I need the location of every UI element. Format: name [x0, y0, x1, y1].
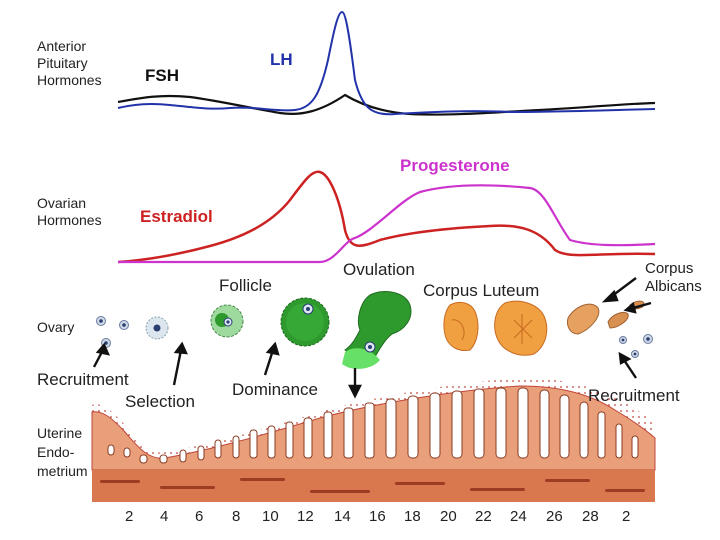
day-tick: 8 [232, 508, 241, 525]
lh-label: LH [270, 50, 293, 69]
uterine-label-line-2: Endo- [37, 444, 75, 460]
day-tick: 12 [297, 508, 314, 525]
recruitment-left-label: Recruitment [37, 370, 129, 389]
day-tick: 6 [195, 508, 204, 525]
progesterone-label: Progesterone [400, 156, 510, 175]
ovarian-hormones-label: Ovarian Hormones [37, 195, 102, 229]
fsh-curve [117, 93, 656, 116]
ovarian-label-line-2: Hormones [37, 212, 102, 228]
day-tick: 18 [404, 508, 421, 525]
day-tick: 22 [475, 508, 492, 525]
dominant-follicle [280, 297, 330, 347]
recruitment-follicles [96, 316, 129, 348]
day-tick: 10 [262, 508, 279, 525]
uterine-label-line-1: Uterine [37, 425, 83, 441]
uterine-endometrium-label: Uterine Endo- metrium [37, 424, 88, 481]
ovulating-follicle [342, 291, 412, 369]
follicle-label: Follicle [219, 276, 272, 295]
ovulation-label: Ovulation [343, 260, 415, 279]
pituitary-label-line-2: Pituitary [37, 55, 88, 71]
pituitary-label-line-1: Anterior [37, 38, 87, 54]
corpus-luteum-label: Corpus Luteum [423, 281, 540, 300]
corpus-albicans-line-2: Albicans [645, 278, 702, 295]
day-tick: 2 [622, 508, 631, 525]
corpus-albicans-line-1: Corpus [645, 260, 694, 277]
day-tick: 26 [546, 508, 563, 525]
ovary-follicles [96, 291, 653, 369]
estradiol-curve [117, 170, 656, 264]
endometrium-base-streaks [100, 478, 645, 493]
lh-curve [117, 10, 656, 116]
selection-label: Selection [125, 392, 195, 411]
day-tick: 16 [369, 508, 386, 525]
recruitment-follicles-right [619, 334, 653, 358]
growing-follicle [210, 304, 244, 338]
estradiol-label: Estradiol [140, 207, 213, 226]
dominance-label: Dominance [232, 380, 318, 399]
selection-follicle [145, 316, 169, 340]
day-tick: 2 [125, 508, 134, 525]
fsh-label: FSH [145, 66, 179, 85]
corpus-luteum-shapes [443, 300, 548, 356]
pointer-arrows [92, 277, 652, 399]
pituitary-hormone-curves [117, 10, 656, 116]
day-tick: 28 [582, 508, 599, 525]
day-tick: 20 [440, 508, 457, 525]
endometrium-glands [107, 387, 639, 464]
endometrium-illustration [91, 378, 656, 502]
corpus-albicans-label: Corpus Albicans [645, 260, 702, 296]
ovarian-hormone-curves [117, 170, 656, 264]
ovary-label: Ovary [37, 319, 75, 335]
ovarian-label-line-1: Ovarian [37, 195, 87, 211]
pituitary-hormones-label: Anterior Pituitary Hormones [37, 38, 102, 89]
day-tick: 14 [334, 508, 351, 525]
recruitment-right-label: Recruitment [588, 386, 680, 405]
pituitary-label-line-3: Hormones [37, 72, 102, 88]
day-tick: 24 [510, 508, 527, 525]
uterine-label-line-3: metrium [37, 463, 88, 479]
progesterone-curve [118, 184, 656, 264]
day-tick: 4 [160, 508, 169, 525]
